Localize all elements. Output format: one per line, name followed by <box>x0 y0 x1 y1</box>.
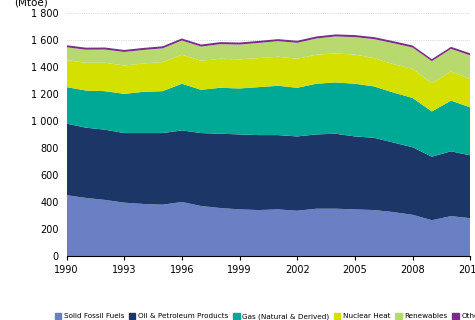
Legend: Solid Fossil Fuels, Oil & Petroleum Products, Gas (Natural & Derived), Nuclear H: Solid Fossil Fuels, Oil & Petroleum Prod… <box>55 313 475 320</box>
Text: (Mtoe): (Mtoe) <box>14 0 48 8</box>
